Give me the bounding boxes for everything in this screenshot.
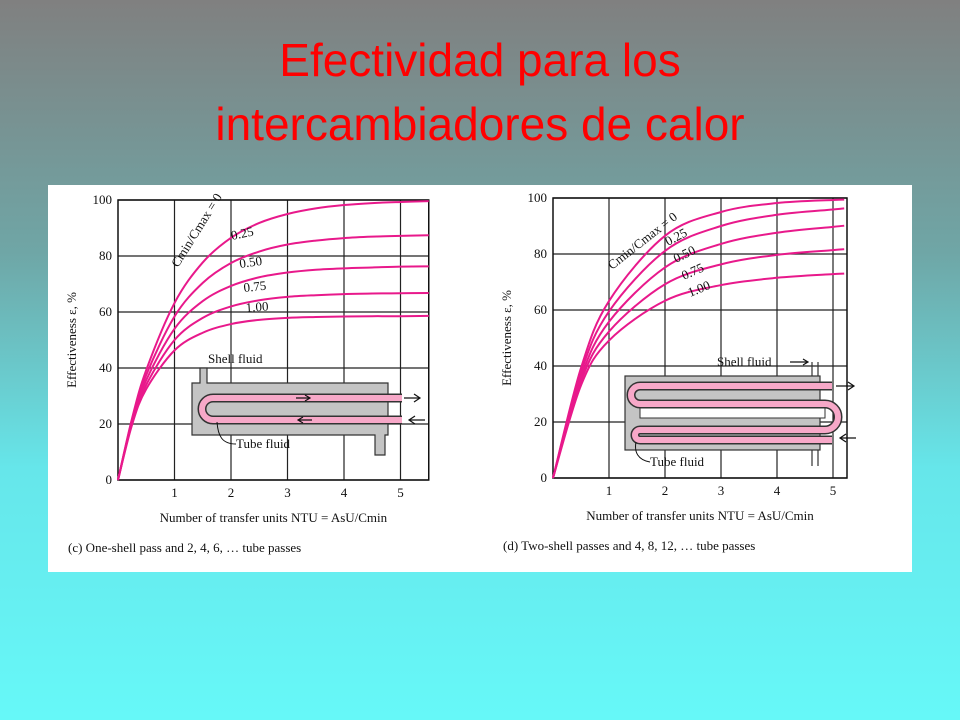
y-tick-label: 40 [534, 358, 547, 373]
slide-title: Efectividad para los intercambiadores de… [215, 34, 745, 150]
tube [628, 383, 841, 443]
arrow [790, 358, 856, 443]
y-tick-label: 80 [99, 248, 112, 263]
series-line [117, 265, 429, 481]
series-line [117, 291, 429, 481]
y-tick-label: 100 [528, 190, 548, 205]
annotation: Tube fluid [236, 436, 291, 451]
series-line [552, 272, 845, 479]
series-label: 1.00 [245, 298, 269, 315]
annotation: Tube fluid [650, 454, 705, 469]
series-label: 0.75 [243, 278, 267, 295]
x-tick-label: 2 [228, 485, 235, 500]
arrow [296, 393, 425, 425]
series-label: 0.50 [238, 253, 263, 271]
y-tick-label: 100 [93, 192, 113, 207]
series-line [552, 224, 845, 479]
caption: (d) Two-shell passes and 4, 8, 12, … tub… [503, 538, 755, 553]
plot-frame [552, 197, 848, 479]
x-tick-label: 5 [397, 485, 404, 500]
series-line [117, 200, 429, 481]
y-tick-label: 60 [99, 304, 112, 319]
shell-nozzles [811, 362, 819, 466]
annotation: Shell fluid [208, 351, 263, 366]
series-line [552, 198, 845, 479]
annotation: Shell fluid [717, 354, 772, 369]
series-line [552, 207, 845, 479]
leader [635, 441, 651, 463]
x-tick-label: 5 [830, 483, 837, 498]
series-line [117, 314, 429, 481]
y-tick-label: 0 [541, 470, 548, 485]
caption: (c) One-shell pass and 2, 4, 6, … tube p… [68, 540, 301, 555]
x-tick-label: 2 [662, 483, 669, 498]
x-axis-label: Number of transfer units NTU = AsU/Cmin [586, 508, 814, 523]
series-line [552, 248, 845, 479]
tube [199, 395, 402, 423]
y-tick-label: 0 [106, 472, 113, 487]
shell-baffle [639, 407, 826, 419]
y-tick-label: 20 [534, 414, 547, 429]
plot-frame [117, 199, 430, 481]
y-tick-label: 60 [534, 302, 547, 317]
y-axis-label: Effectiveness ε, % [64, 292, 79, 388]
x-tick-label: 1 [606, 483, 613, 498]
x-tick-label: 4 [341, 485, 348, 500]
x-tick-label: 3 [284, 485, 291, 500]
x-axis-label: Number of transfer units NTU = AsU/Cmin [160, 510, 388, 525]
x-tick-label: 3 [718, 483, 725, 498]
y-tick-label: 40 [99, 360, 112, 375]
series-label: 0.25 [230, 224, 255, 243]
leader [216, 421, 237, 445]
shell [191, 367, 389, 456]
y-tick-label: 20 [99, 416, 112, 431]
y-axis-label: Effectiveness ε, % [499, 290, 514, 386]
y-tick-label: 80 [534, 246, 547, 261]
series-line [117, 234, 429, 481]
x-tick-label: 1 [171, 485, 178, 500]
x-tick-label: 4 [774, 483, 781, 498]
